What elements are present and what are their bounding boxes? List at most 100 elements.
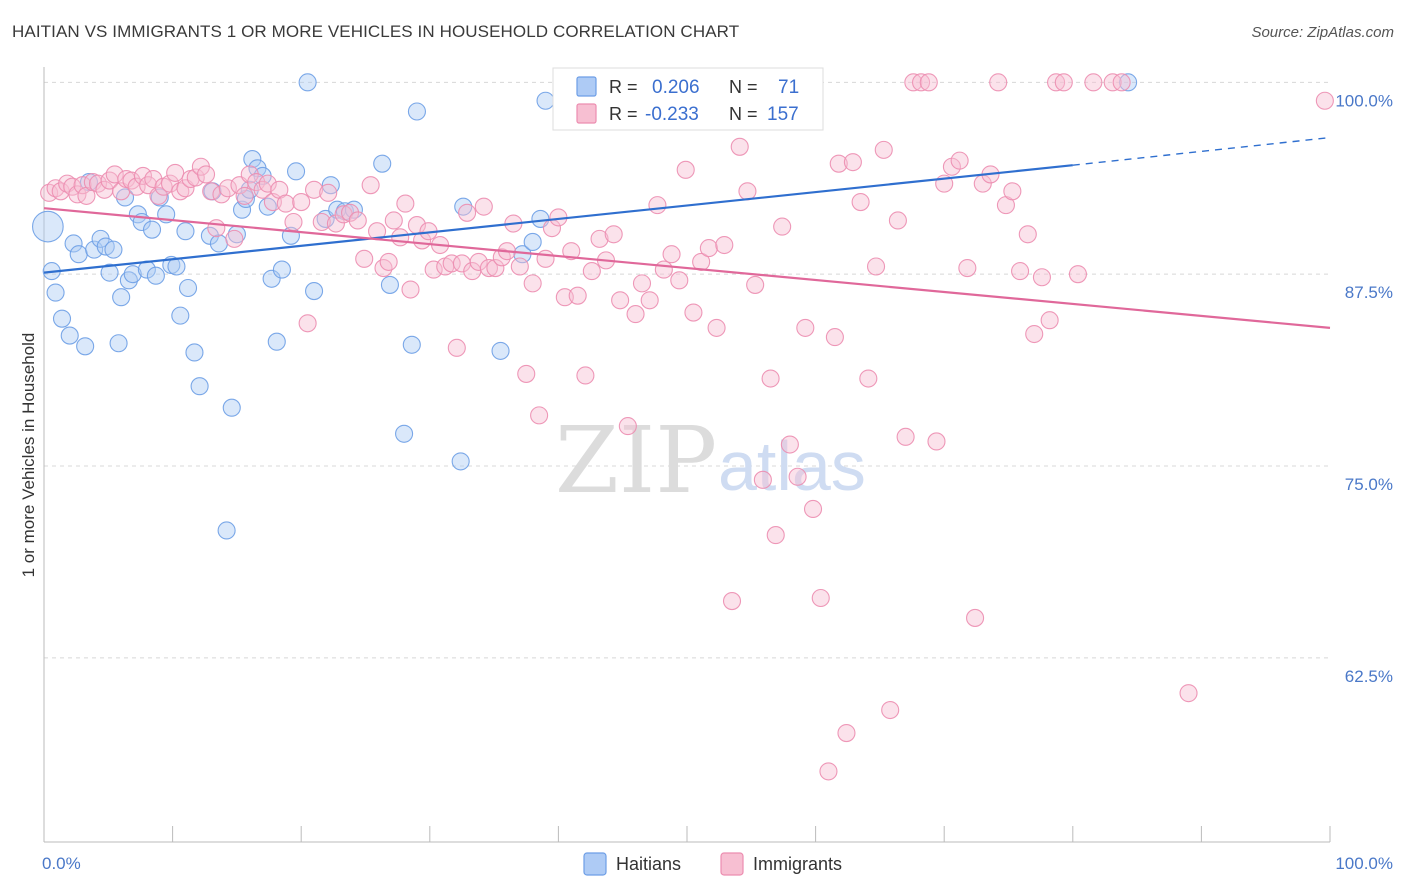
immigrants-point [1112,73,1131,92]
haitians-point [46,283,65,302]
immigrants-point [401,280,420,299]
immigrants-point [684,303,703,322]
haitians-point [32,210,64,243]
immigrants-point [68,185,87,204]
immigrants-point [851,192,870,212]
immigrants-point [447,338,466,357]
haitians-point [287,162,306,181]
immigrants-point [699,239,718,258]
immigrants-point [479,258,499,278]
immigrants-point [341,203,360,222]
y-tick-label: 75.0% [1345,475,1393,494]
watermark: ZIP atlas [555,407,866,514]
immigrants-point [384,211,403,230]
immigrants-point [1315,91,1334,110]
immigrants-point [950,151,969,170]
immigrants-point [207,219,226,238]
immigrants-point [896,427,915,446]
haitians-point [69,245,88,264]
immigrants-point [738,182,757,201]
immigrants-point [1047,73,1066,92]
legend-label-haitians: Haitians [616,854,681,874]
immigrants-point [326,214,345,233]
stats-legend: R = 0.206 N = 71 R = -0.233 N = 157 [552,67,824,131]
immigrants-point [105,165,124,184]
haitians-point [190,377,209,396]
immigrants-point [722,592,742,611]
stats-n-label-immigrants: N = [729,104,758,124]
immigrants-points [40,73,1334,781]
x-tick-label: 0.0% [42,854,81,873]
immigrants-point [127,177,146,196]
immigrants-trend-line [43,207,1331,329]
immigrants-point [730,137,749,156]
immigrants-point [746,275,765,294]
haitians-point [85,240,104,259]
haitians-point [104,240,123,259]
immigrants-point [319,183,338,202]
bottom-legend: Haitians Immigrants [583,852,842,876]
x-tick-label: 100.0% [1335,854,1393,873]
stats-n-label-haitians: N = [729,77,758,97]
immigrants-point [1084,73,1103,92]
immigrants-point [773,217,792,236]
immigrants-point [474,197,493,216]
immigrants-point [305,180,324,199]
immigrants-point [780,435,799,454]
stats-n-value-immigrants: 157 [767,104,799,125]
immigrants-point [218,179,237,198]
immigrants-point [837,723,856,743]
legend-swatch-haitians [583,852,607,876]
immigrants-point [761,369,780,388]
immigrants-point [590,229,609,248]
immigrants-point [196,165,216,184]
immigrants-point [626,305,645,324]
immigrants-point [843,153,862,172]
haitians-point [178,278,198,298]
haitians-point [217,521,236,540]
haitians-point [451,452,470,471]
immigrants-point [874,140,893,159]
immigrants-point [1040,311,1059,330]
immigrants-point [73,176,92,195]
immigrants-point [458,203,477,222]
stats-legend-swatch-haitians [576,76,597,97]
immigrants-point [819,762,838,781]
haitians-trend-extension [1072,136,1331,166]
stats-r-label-haitians: R = [609,77,638,97]
immigrants-point [40,183,59,202]
haitians-point [52,309,72,328]
immigrants-point [859,369,878,388]
haitians-point [373,154,392,173]
immigrants-point [247,173,266,192]
immigrants-point [1179,684,1198,703]
haitians-point [176,222,195,241]
immigrants-point [576,366,595,385]
immigrants-point [523,274,542,293]
axes [43,67,1331,843]
immigrants-point [1003,182,1022,201]
immigrants-point [715,235,734,255]
immigrants-point [966,608,985,627]
immigrants-point [292,192,311,212]
immigrants-point [766,526,785,545]
haitians-point [60,326,79,345]
immigrants-point [225,229,244,248]
immigrants-point [912,73,931,92]
immigrants-point [424,260,443,279]
immigrants-point [298,314,317,333]
immigrants-point [662,245,681,264]
immigrants-point [1018,225,1037,244]
immigrants-point [618,417,637,436]
immigrants-point [355,249,374,268]
immigrants-point [825,328,844,347]
haitians-point [267,332,286,351]
immigrants-point [361,176,380,195]
immigrants-point [753,470,772,489]
haitians-point [185,343,204,362]
haitians-point [142,220,162,239]
trend-lines [43,136,1331,329]
immigrants-point [396,194,415,213]
haitians-point [112,288,131,307]
